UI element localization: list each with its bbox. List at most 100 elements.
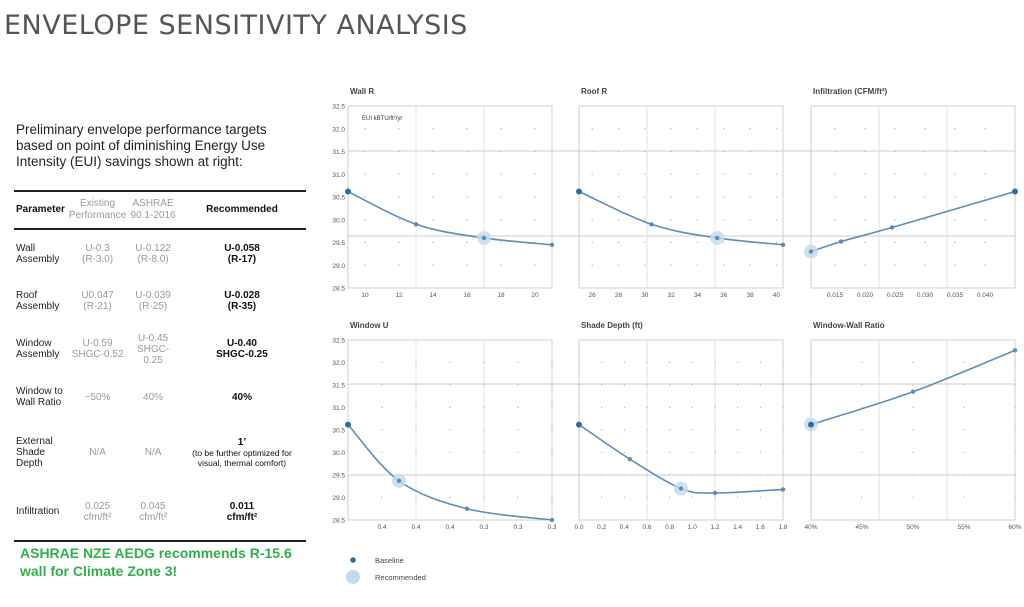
y-tick-label: 29.0 [332,263,345,270]
panel-title: Wall R [350,87,374,96]
grid-dot [623,451,626,454]
y-tick-label: 32.5 [332,338,345,345]
param-line2: Assembly [16,253,60,265]
grid-dot [749,264,751,266]
grid-dot [759,406,762,409]
grid-dot [723,128,725,130]
row-recommended: U-0.028 (R-35) [178,277,306,325]
grid-dot [500,241,502,244]
row-ashrae: U-0.45 SHGC-0.25 [128,325,178,373]
grid-dot [954,128,956,130]
data-point [481,235,487,241]
grid-dot [517,361,519,364]
header-recommended: Recommended [177,190,306,230]
y-tick-label: 32.0 [332,360,345,367]
ashrae-line1: 0.045 [140,500,166,512]
grid-dot [1014,451,1016,454]
x-tick-label: 36 [720,292,728,299]
series-line [810,349,1016,426]
grid-dot [775,150,778,153]
data-point [413,222,419,227]
x-tick-label: 14 [429,292,437,299]
header-existing: Existing Performance [66,190,129,230]
grid-dot [954,241,956,244]
grid-dot [954,196,956,198]
grid-dot [924,150,926,153]
grid-dot [466,128,468,130]
chart-panel: Roof R 26 28 30 32 34 36 38 40 [576,87,786,299]
ashrae-line1: U-0.122 [135,242,171,254]
rec-line1: 0.011 [229,500,255,512]
y-tick-label: 29.0 [332,495,345,502]
existing-line1: U-0.3 [85,242,110,254]
grid-dot [810,474,812,476]
grid-dot [646,474,648,476]
grid-dot [1014,496,1016,499]
grid-dot [924,128,926,130]
table-row: Window Assembly U-0.59 SHGC-0.52 U-0.45 SHG… [14,325,306,373]
x-tick-label: 40% [804,524,817,531]
baseline-marker [576,421,582,428]
callout-text: ASHRAE NZE AEDG recommends R-15.6 wall f… [20,545,292,579]
grid-dot [517,429,519,431]
x-tick-label: 0.3 [479,524,488,531]
grid-dot [432,241,434,244]
grid-dot [861,496,863,499]
grid-dot [551,361,553,364]
grid-dot [668,429,671,431]
grid-dot [714,429,716,431]
x-tick-label: 12 [395,292,403,299]
grid-dot [600,474,603,476]
legend-recommended-label: Recommended [375,573,426,582]
baseline-marker [1012,188,1018,195]
row-recommended: 0.011 cfm/ft² [177,483,306,542]
grid-dot [670,173,672,175]
grid-dot [861,429,863,431]
grid-dot [449,474,451,476]
header-ashrae-line2: 90.1-2016 [130,210,176,221]
grid-dot [894,173,896,175]
grid-dot [912,496,914,499]
grid-dot [723,264,725,266]
grid-dot [1014,474,1016,476]
grid-dot [364,150,366,153]
grid-dot [810,361,812,364]
grid-dot [617,150,620,153]
x-tick-label: 0.030 [917,292,934,299]
rec-line2: cfm/ft² [226,511,258,523]
param-line2: Wall Ratio [16,397,62,408]
grid-dot [551,406,553,409]
data-point [678,486,684,491]
grid-dot [912,474,914,476]
y-tick-label: 30.5 [332,428,345,435]
header-existing-line2: Performance [68,210,127,221]
grid-dot [723,241,725,244]
x-tick-label: 10 [361,292,369,299]
chart-panel: Wall R 28.5 29.0 29.5 30.0 30.5 31.0 31.5 32.0 32… [332,87,555,299]
grid-dot [696,196,699,198]
grid-dot [775,196,778,198]
grid-dot [670,241,672,244]
grid-dot [578,429,580,431]
grid-dot [578,406,580,409]
grid-dot [398,173,400,175]
grid-dot [415,361,417,364]
grid-dot [534,128,536,130]
header-existing-line1: Existing [80,198,116,209]
x-tick-label: 0.6 [642,524,651,531]
data-point [780,487,786,492]
grid-dot [810,384,812,386]
grid-dot [912,384,914,386]
grid-dot [736,496,739,499]
param-line2: Assembly [16,349,60,360]
grid-dot [782,451,784,454]
grid-dot [534,150,536,153]
x-tick-label: 16 [463,292,471,299]
panel-title: Window U [350,321,389,330]
grid-dot [551,384,553,386]
grid-dot [775,264,778,266]
table-row: Wall Assembly U-0.3 (R-3.0) U-0.122 (R-8.0)… [14,229,306,277]
grid-dot [924,241,926,244]
grid-dot [782,406,784,409]
y-tick-label: 31.0 [332,172,345,179]
